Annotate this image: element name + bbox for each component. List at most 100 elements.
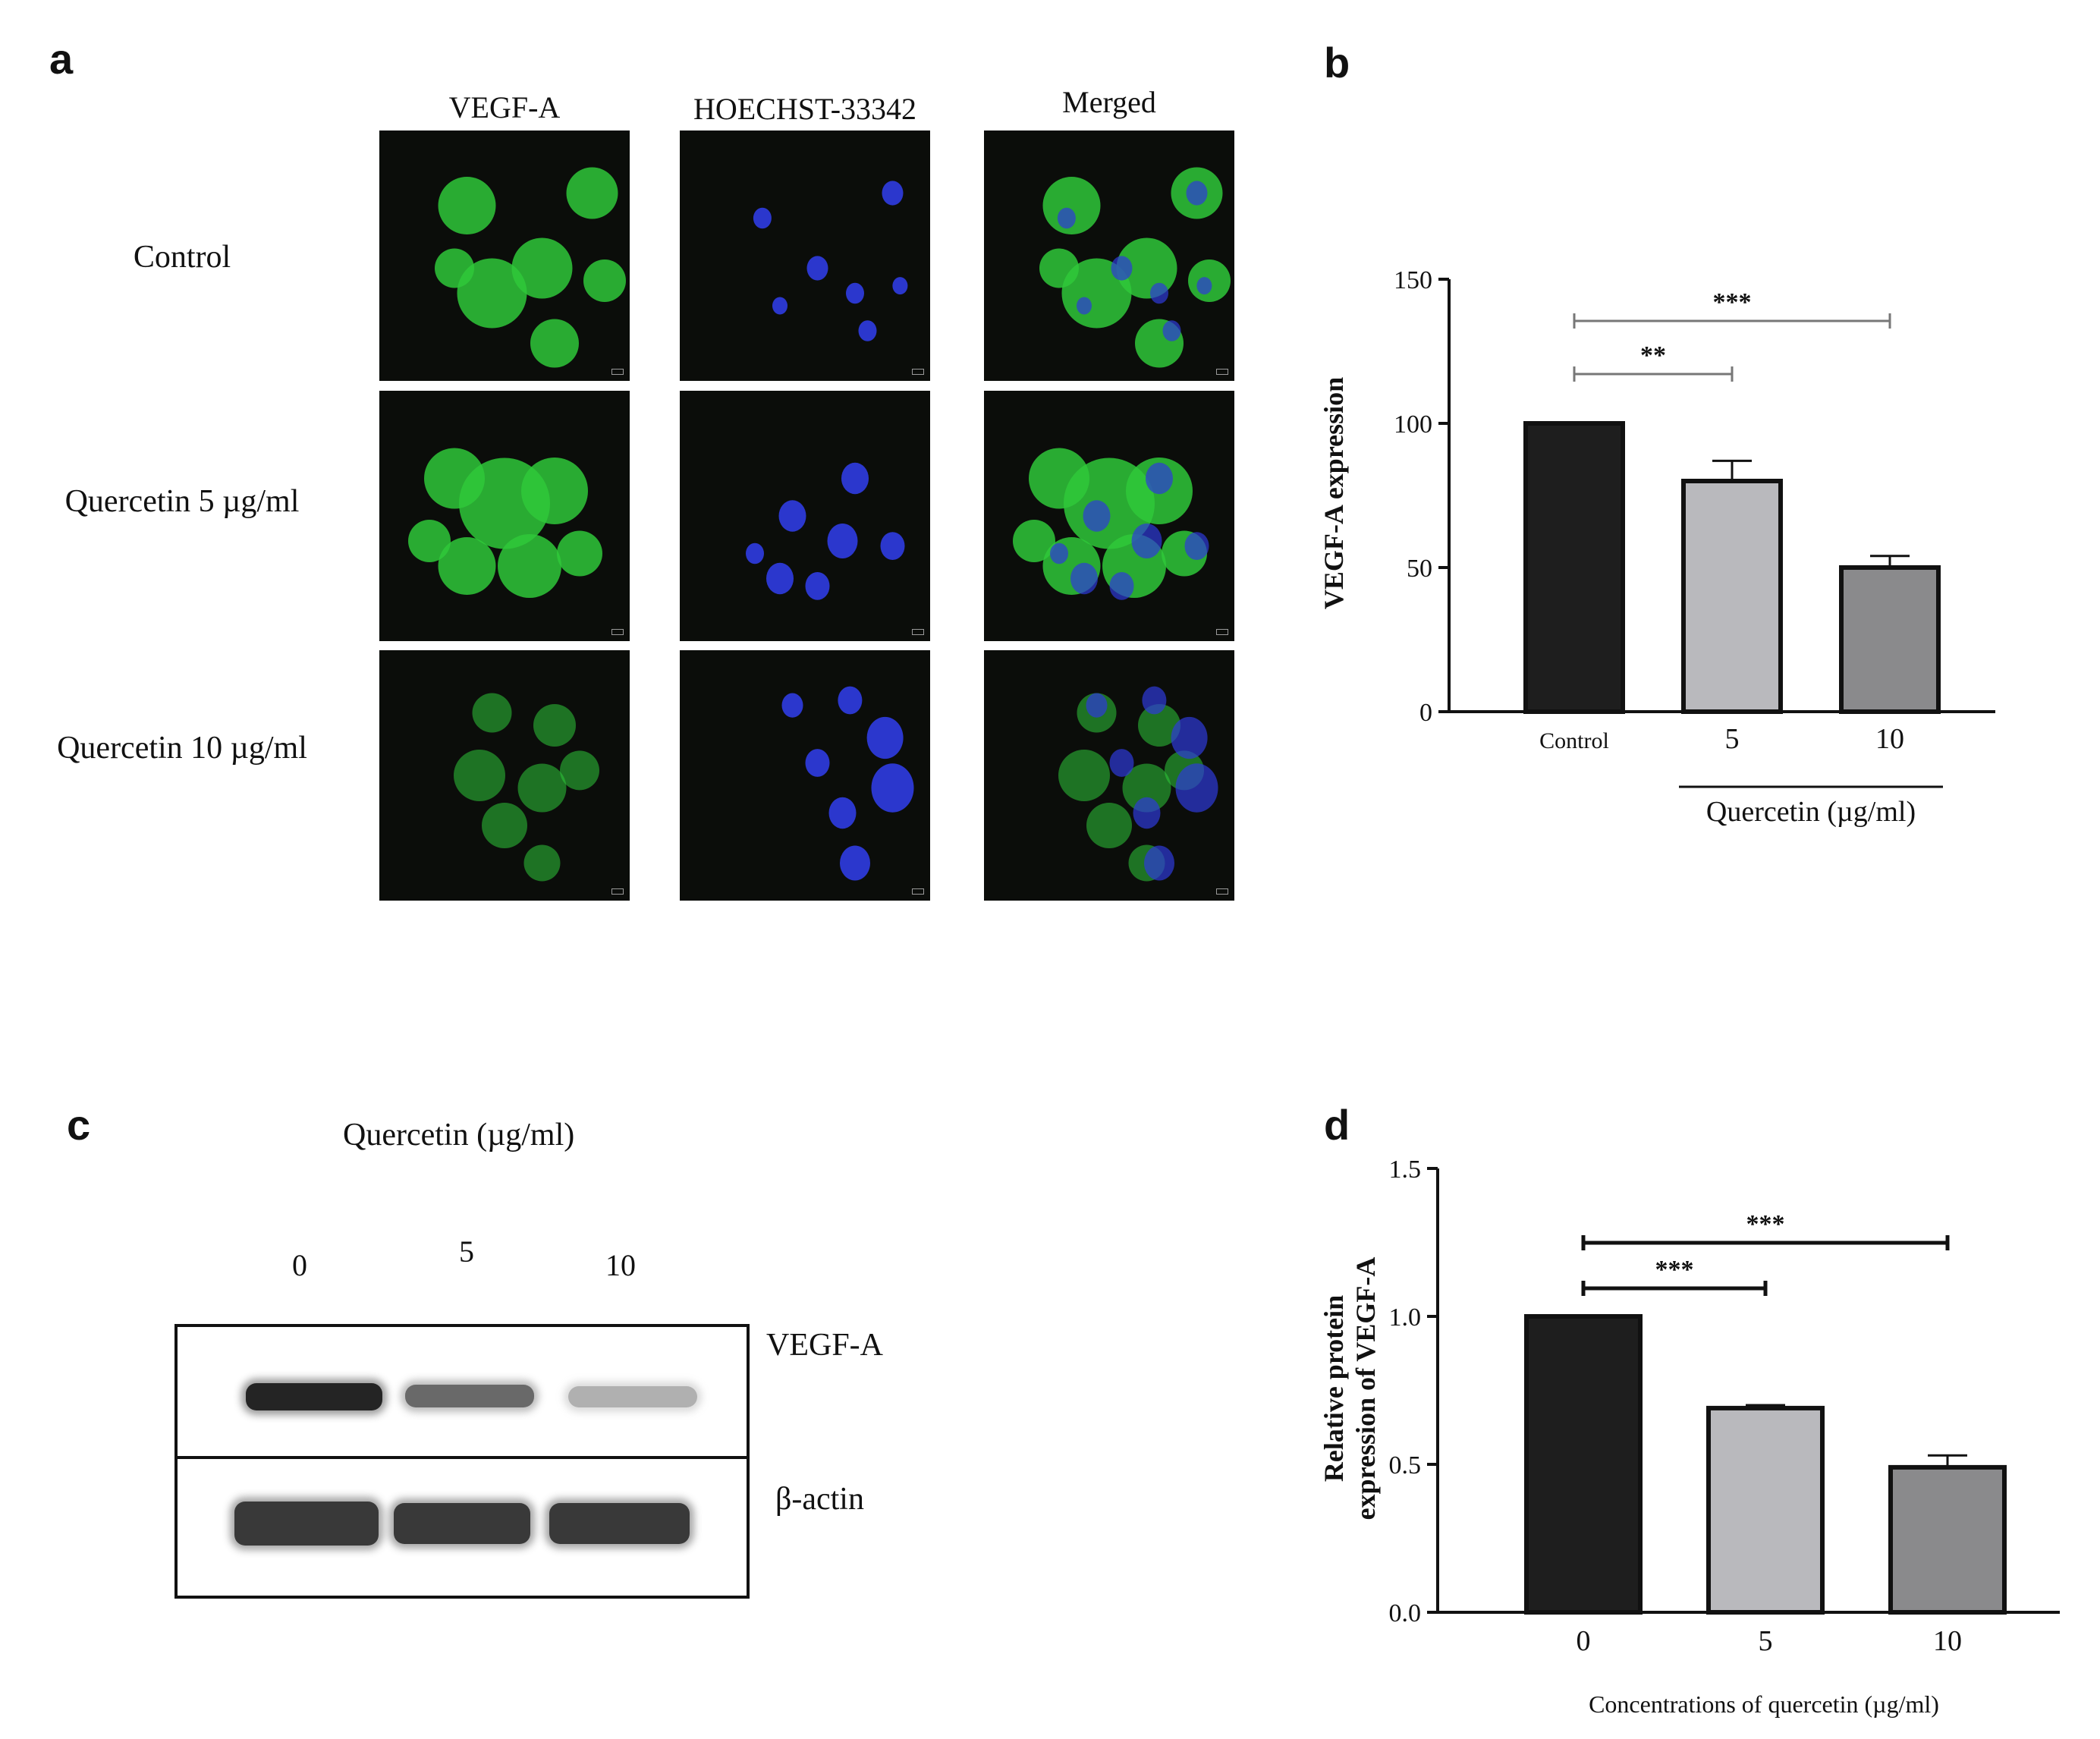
y-tick-label: 1.0 bbox=[1389, 1303, 1422, 1332]
cell-cytoplasm bbox=[1013, 520, 1055, 562]
cell-nucleus bbox=[827, 524, 858, 558]
cell-cytoplasm bbox=[557, 530, 602, 577]
cell-nucleus bbox=[1175, 763, 1218, 813]
cell-cytoplasm bbox=[424, 448, 485, 509]
x-tick-label: 5 bbox=[1725, 723, 1740, 755]
cell-nucleus bbox=[1184, 532, 1209, 560]
bar bbox=[1888, 1464, 2007, 1615]
bar bbox=[1706, 1405, 1825, 1615]
cell-cytoplasm bbox=[438, 537, 496, 595]
vegf-band-10 bbox=[568, 1386, 697, 1407]
actin-band-5 bbox=[394, 1503, 530, 1544]
x-tick-label: Control bbox=[1539, 728, 1609, 753]
cell-cytoplasm bbox=[1122, 763, 1171, 813]
bar bbox=[1524, 1314, 1643, 1615]
micrograph bbox=[379, 391, 630, 641]
cell-nucleus bbox=[1171, 716, 1208, 759]
micrograph bbox=[680, 131, 930, 381]
x-axis-label: Concentrations of quercetin (µg/ml) bbox=[1589, 1690, 1939, 1718]
cell-cytoplasm bbox=[511, 237, 573, 299]
x-tick-label: 5 bbox=[1759, 1625, 1773, 1657]
cell-image bbox=[1058, 686, 1218, 882]
x-group-label: Quercetin (µg/ml) bbox=[1706, 796, 1916, 828]
cell-nucleus bbox=[1196, 277, 1212, 295]
lane-label-0: 0 bbox=[292, 1248, 307, 1282]
actin-band-0 bbox=[234, 1502, 379, 1546]
cell-nucleus bbox=[866, 716, 904, 759]
cell-cytoplasm bbox=[1058, 750, 1110, 801]
vegf-band-0 bbox=[246, 1383, 382, 1410]
cell-nucleus bbox=[882, 181, 904, 206]
cell-cytoplasm bbox=[1029, 448, 1089, 509]
cell-image bbox=[753, 181, 908, 341]
cell-nucleus bbox=[1111, 256, 1133, 281]
cell-nucleus bbox=[805, 749, 830, 777]
micrograph bbox=[984, 650, 1234, 901]
y-tick-label: 50 bbox=[1407, 555, 1432, 583]
cell-cytoplasm bbox=[566, 167, 618, 219]
cell-cytoplasm bbox=[523, 844, 561, 882]
x-tick-label: 10 bbox=[1875, 723, 1904, 755]
lane-label-10: 10 bbox=[605, 1248, 636, 1282]
cell-nucleus bbox=[1070, 562, 1098, 595]
cell-nucleus bbox=[772, 297, 788, 315]
cell-nucleus bbox=[1083, 500, 1111, 532]
y-axis-label: expression of VEGF-A bbox=[1350, 1257, 1381, 1520]
scale-bar bbox=[1216, 369, 1228, 375]
cell-cytoplasm bbox=[1138, 704, 1180, 747]
cell-cytoplasm bbox=[533, 704, 576, 747]
western-blot-title: Quercetin (µg/ml) bbox=[343, 1118, 575, 1153]
scale-bar bbox=[1216, 629, 1228, 635]
western-blot bbox=[174, 1324, 750, 1599]
cell-nucleus bbox=[778, 500, 806, 532]
cell-nucleus bbox=[1142, 686, 1167, 715]
significance-label: *** bbox=[1713, 288, 1752, 316]
y-tick-label: 0.0 bbox=[1389, 1599, 1422, 1627]
significance-label: ** bbox=[1640, 341, 1666, 369]
cell-nucleus bbox=[766, 562, 794, 595]
cell-nucleus bbox=[1131, 524, 1162, 558]
micrograph bbox=[379, 650, 630, 901]
cell-nucleus bbox=[1086, 693, 1108, 718]
scale-bar bbox=[611, 629, 624, 635]
cell-nucleus bbox=[828, 797, 857, 829]
cell-nucleus bbox=[806, 256, 828, 281]
cell-cytoplasm bbox=[1042, 177, 1101, 234]
cell-cytoplasm bbox=[454, 750, 505, 801]
panel-b-label: b bbox=[1324, 39, 1350, 86]
column-title-vegf: VEGF-A bbox=[448, 90, 561, 124]
vegf-band-5 bbox=[405, 1385, 534, 1407]
cell-cytoplasm bbox=[521, 458, 588, 524]
cell-cytoplasm bbox=[517, 763, 567, 813]
micrograph bbox=[680, 391, 930, 641]
cell-nucleus bbox=[1050, 542, 1068, 564]
cell-cytoplasm bbox=[583, 259, 626, 302]
chart-d: 0.0 0.5 1.0 1.5 0 5 10 *** *** Relative protein ex… bbox=[1319, 1156, 2060, 1718]
scale-bar bbox=[912, 888, 924, 895]
cell-nucleus bbox=[746, 542, 764, 564]
cell-nucleus bbox=[892, 277, 908, 295]
row-title-quercetin-5: Quercetin 5 µg/ml bbox=[64, 484, 300, 519]
y-tick-label: 0.5 bbox=[1389, 1451, 1422, 1480]
scale-bar bbox=[611, 888, 624, 895]
bar bbox=[1523, 421, 1625, 714]
y-tick-label: 100 bbox=[1394, 410, 1432, 439]
x-tick-label: 0 bbox=[1577, 1625, 1591, 1657]
band-label-actin: β-actin bbox=[775, 1482, 864, 1517]
cell-nucleus bbox=[840, 845, 870, 881]
cell-nucleus bbox=[1162, 320, 1181, 341]
y-tick-label: 1.5 bbox=[1389, 1156, 1422, 1184]
micrograph bbox=[984, 391, 1234, 641]
cell-nucleus bbox=[805, 572, 830, 600]
cell-cytoplasm bbox=[1086, 803, 1132, 848]
cell-nucleus bbox=[871, 763, 914, 813]
scale-bar bbox=[912, 629, 924, 635]
cell-cytoplasm bbox=[408, 520, 451, 562]
micrograph bbox=[984, 131, 1234, 381]
cell-cytoplasm bbox=[530, 319, 579, 368]
cell-nucleus bbox=[880, 532, 905, 560]
x-tick-label: 10 bbox=[1933, 1625, 1962, 1657]
cell-nucleus bbox=[1109, 572, 1134, 600]
cell-image bbox=[1013, 448, 1209, 600]
